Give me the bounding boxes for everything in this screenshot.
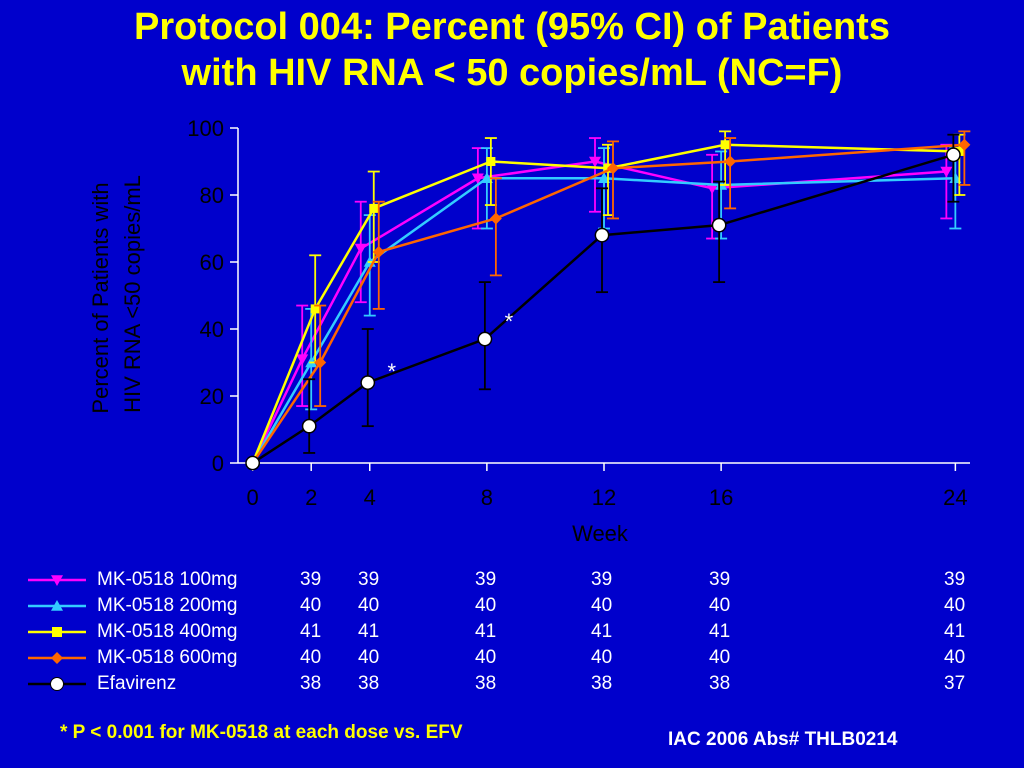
efavirenz-point <box>945 147 961 163</box>
x-tick-label: 2 <box>305 485 317 510</box>
chart-title-line-2: with HIV RNA < 50 copies/mL (NC=F) <box>181 52 843 94</box>
mk-0518-600mg-point <box>372 245 385 258</box>
y-tick-label: 100 <box>187 116 224 141</box>
chart-title-line-1: Protocol 004: Percent (95% CI) of Patien… <box>134 6 890 48</box>
x-tick-label: 8 <box>481 485 493 510</box>
chart-title: Protocol 004: Percent (95% CI) of Patien… <box>0 4 1024 96</box>
x-tick-label: 4 <box>364 485 376 510</box>
mk-0518-100mg-point <box>471 173 484 185</box>
y-tick-label: 0 <box>212 451 224 476</box>
mk-0518-100mg-point <box>940 166 953 178</box>
mk-0518-600mg-point <box>314 356 327 369</box>
mk-0518-600mg-point <box>724 155 737 168</box>
mk-0518-100mg-point <box>706 183 719 195</box>
efavirenz-point <box>301 418 317 434</box>
significance-footnote: * P < 0.001 for MK-0518 at each dose vs.… <box>60 722 463 743</box>
mk-0518-400mg-line <box>251 143 960 464</box>
efavirenz-point <box>594 227 610 243</box>
mk-0518-100mg-point <box>354 243 367 255</box>
y-axis-label-line-1: Percent of Patients with <box>88 182 113 413</box>
x-tick-label: 16 <box>709 485 733 510</box>
mk-0518-400mg-point <box>369 203 379 213</box>
mk-0518-600mg-point <box>607 162 619 175</box>
mk-0518-400mg-point <box>720 140 730 150</box>
y-tick-label: 20 <box>200 384 224 409</box>
mk-0518-600mg-point <box>958 138 971 151</box>
mk-0518-200mg-point <box>598 172 610 184</box>
efavirenz-point <box>245 455 261 471</box>
x-axis-label: Week <box>572 521 629 546</box>
mk-0518-100mg-point <box>296 354 309 366</box>
mk-0518-600mg-point <box>489 212 502 225</box>
y-axis-label-line-2: HIV RNA <50 copies/mL <box>120 175 145 413</box>
mk-0518-200mg-point <box>949 172 962 184</box>
mk-0518-400mg-point <box>310 304 320 314</box>
citation: IAC 2006 Abs# THLB0214 <box>668 729 898 750</box>
y-tick-label: 60 <box>200 250 224 275</box>
significance-asterisk: * <box>387 359 396 384</box>
mk-0518-200mg-point <box>480 172 493 184</box>
efavirenz-point <box>711 217 727 233</box>
mk-0518-100mg-line <box>251 160 947 464</box>
mk-0518-100mg-point <box>589 156 601 168</box>
mk-0518-400mg-point <box>486 157 496 166</box>
efavirenz-point <box>477 331 493 347</box>
x-tick-label: 12 <box>592 485 616 510</box>
efavirenz-point <box>360 375 376 391</box>
y-tick-label: 80 <box>200 183 224 208</box>
x-tick-label: 0 <box>247 485 259 510</box>
x-tick-label: 24 <box>943 485 967 510</box>
y-tick-label: 40 <box>200 317 224 342</box>
significance-asterisk: * <box>505 309 514 334</box>
